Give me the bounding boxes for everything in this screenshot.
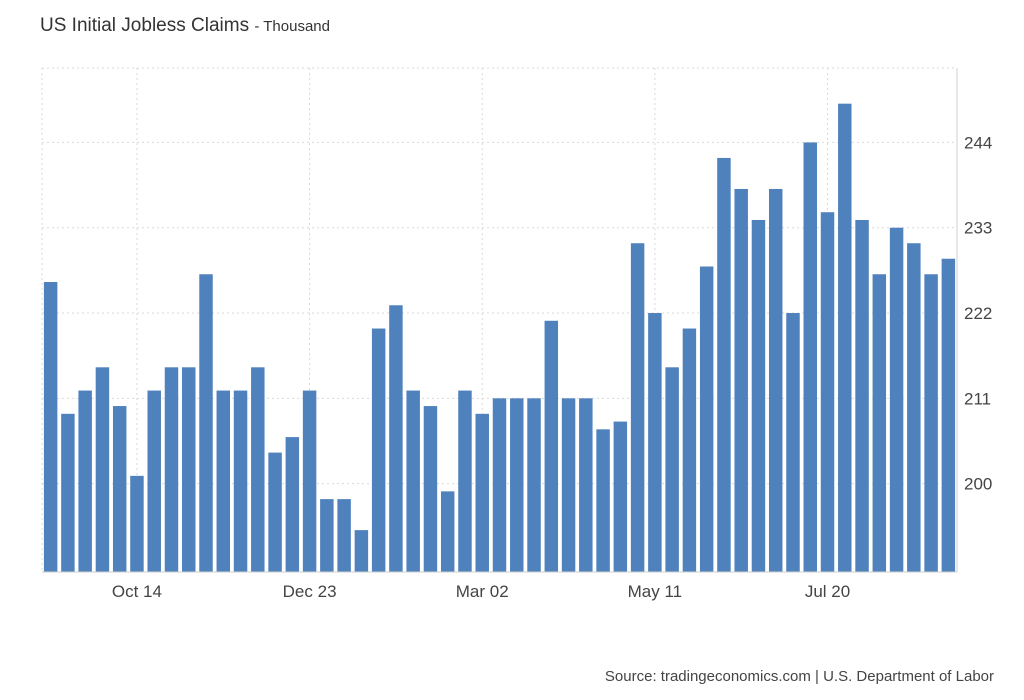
- bar: [561, 398, 576, 572]
- bar: [43, 282, 58, 572]
- bar: [699, 266, 714, 572]
- bar: [596, 429, 610, 572]
- bar: [579, 398, 593, 572]
- chart-unit-text: Thousand: [263, 18, 330, 35]
- bar: [320, 499, 334, 572]
- bar: [751, 219, 766, 572]
- bar: [78, 390, 92, 572]
- bar: [682, 328, 697, 572]
- source-note: Source: tradingeconomics.com | U.S. Depa…: [604, 668, 994, 685]
- bar: [648, 313, 662, 572]
- bar: [406, 390, 420, 572]
- bar: [233, 390, 248, 572]
- bar: [285, 437, 300, 572]
- bar: [337, 499, 351, 572]
- bar: [61, 413, 75, 572]
- y-tick-label: 233: [964, 219, 992, 238]
- x-tick-label: Oct 14: [112, 582, 162, 601]
- bar: [251, 367, 265, 572]
- bar: [786, 313, 800, 572]
- x-tick-label: Jul 20: [805, 582, 850, 601]
- bar: [838, 103, 852, 572]
- bar: [734, 188, 748, 572]
- bar: [164, 367, 179, 572]
- bar: [458, 390, 472, 572]
- chart-title: US Initial Jobless Claims - Thousand: [40, 15, 330, 37]
- bar: [924, 274, 938, 572]
- bar: [112, 406, 127, 572]
- bar: [268, 452, 282, 572]
- bar: [216, 390, 231, 572]
- bar: [820, 212, 835, 572]
- chart-title-text: US Initial Jobless Claims: [40, 15, 250, 36]
- bar: [907, 243, 921, 572]
- bar: [440, 491, 455, 572]
- bar: [941, 258, 956, 572]
- bar: [630, 243, 645, 572]
- bar: [492, 398, 507, 572]
- bar: [199, 274, 213, 572]
- bar: [665, 367, 679, 572]
- y-tick-label: 211: [964, 389, 991, 408]
- bar: [423, 406, 438, 572]
- bar: [872, 274, 887, 572]
- bar: [510, 398, 524, 572]
- bar: [371, 328, 386, 572]
- bar: [475, 413, 489, 572]
- x-tick-label: Mar 02: [456, 582, 509, 601]
- chart-unit: - Thousand: [254, 18, 330, 35]
- y-tick-label: 200: [964, 475, 992, 494]
- bar: [717, 157, 731, 572]
- bar: [147, 390, 161, 572]
- bar: [389, 305, 403, 572]
- x-tick-label: Dec 23: [283, 582, 337, 601]
- bar: [768, 188, 783, 572]
- x-tick-label: May 11: [628, 582, 683, 601]
- bar: [889, 227, 904, 572]
- bar: [803, 142, 817, 572]
- bar: [182, 367, 196, 572]
- y-tick-label: 222: [964, 304, 992, 323]
- y-tick-label: 244: [964, 133, 992, 152]
- bar: [855, 219, 869, 572]
- bar: [544, 320, 559, 572]
- bar: [613, 421, 628, 572]
- bar: [354, 530, 369, 572]
- bar: [130, 475, 144, 572]
- bar: [302, 390, 317, 572]
- bar: [95, 367, 110, 572]
- bar: [527, 398, 541, 572]
